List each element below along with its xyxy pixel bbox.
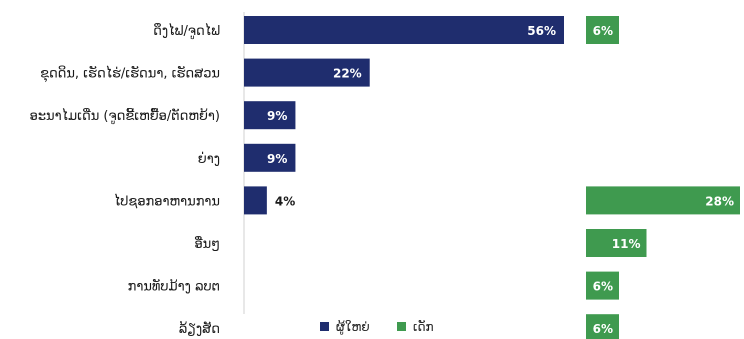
adults-series: 56% 22% 9% 9% 4%: [244, 16, 564, 215]
data-label-adults: 4%: [275, 194, 295, 208]
bar-adults: [244, 101, 296, 130]
category-label: ໄປຊອກອາຫານການ: [114, 193, 220, 209]
bar-children: [586, 271, 619, 300]
data-label-children: 28%: [705, 194, 734, 208]
legend-swatch-adults: [320, 322, 329, 331]
category-label: ດຶງໄຟ/ຈູດໄຟ: [153, 23, 220, 39]
category-label: ຍ່າງ: [198, 152, 220, 167]
category-label: ລ້ຽງສັດ: [179, 321, 220, 337]
bar-adults: [244, 58, 370, 87]
data-label-children: 6%: [593, 280, 613, 294]
category-label: ຂຸດດິນ, ເຮັດໄຮ່/ເຮັດນາ, ເຮັດສວນ: [40, 66, 220, 83]
category-label: ອື່ນໆ: [194, 236, 220, 252]
legend-label-adults: ຜູ້ໃຫຍ່: [336, 319, 370, 335]
data-label-adults: 9%: [267, 152, 287, 166]
legend-swatch-children: [397, 322, 406, 331]
bar-adults: [244, 143, 296, 172]
bar-children: [586, 186, 740, 215]
data-label-adults: 22%: [333, 67, 362, 81]
data-label-adults: 56%: [527, 24, 556, 38]
category-label: ການທັບມ້າງ ລບຕ: [128, 279, 220, 295]
data-label-children: 11%: [612, 237, 641, 251]
bar-children: [586, 16, 619, 44]
children-series: 6% 28% 11% 6% 6%: [586, 16, 740, 339]
legend-label-children: ເດັກ: [413, 320, 434, 334]
data-label-adults: 9%: [267, 109, 287, 123]
bar-adults: [244, 16, 564, 44]
data-label-children: 6%: [593, 322, 613, 336]
bar-children: [586, 314, 619, 339]
legend: ຜູ້ໃຫຍ່ ເດັກ: [320, 319, 434, 335]
data-label-children: 6%: [593, 24, 613, 38]
bar-children: [586, 229, 647, 257]
bar-adults: [244, 186, 267, 215]
category-label: ອະນາໄມເດີ່ນ (ຈູດຂີ້ເຫຍື້ອ/ຕັດຫຍ້າ): [30, 108, 220, 124]
